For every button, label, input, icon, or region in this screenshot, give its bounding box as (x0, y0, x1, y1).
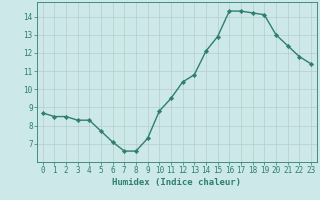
X-axis label: Humidex (Indice chaleur): Humidex (Indice chaleur) (112, 178, 241, 187)
